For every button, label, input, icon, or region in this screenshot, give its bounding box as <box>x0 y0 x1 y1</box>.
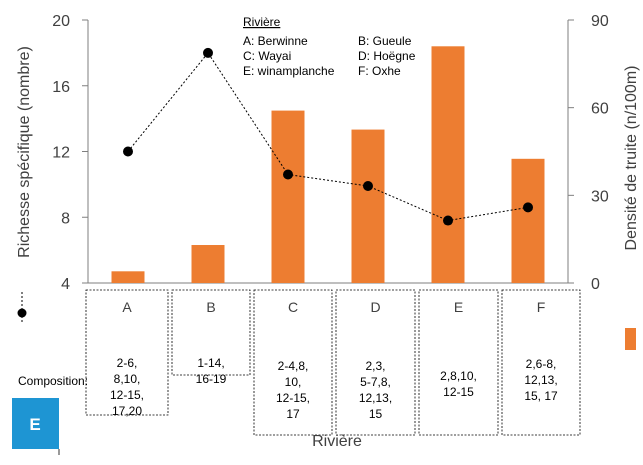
left-tick-label: 12 <box>52 145 70 162</box>
right-tick-label: 30 <box>591 188 609 205</box>
bar-e <box>431 46 465 283</box>
legend-title: Rivière <box>243 15 281 29</box>
line-point-e <box>443 215 453 226</box>
composition-b: 1-14, 16-19 <box>196 356 227 386</box>
line-point-c <box>283 169 293 180</box>
bar-f <box>511 158 545 283</box>
line-point-a <box>123 146 133 157</box>
left-axis-legend-marker <box>17 308 27 318</box>
right-axis-legend-marker <box>625 328 636 350</box>
right-tick-label: 60 <box>591 101 609 118</box>
bar-a <box>111 271 145 283</box>
legend-entry-b: B: Gueule <box>358 34 412 48</box>
bar-series <box>111 46 545 283</box>
category-label-e: E <box>454 299 463 315</box>
composition-f: 2,6-8, 12,13, 15, 17 <box>524 357 558 403</box>
category-box-d <box>335 289 416 436</box>
composition-label: Composition: <box>18 374 88 388</box>
legend-entry-c: C: Wayai <box>243 49 291 63</box>
category-box-b <box>171 289 251 376</box>
line-point-b <box>203 47 213 58</box>
line-series <box>123 47 533 226</box>
line-path <box>127 52 529 222</box>
left-axis-title-group: Richesse spécifique (nombre) <box>16 46 33 322</box>
right-axis-title-group: Densité de truite (n/100m) <box>623 66 640 350</box>
left-tick-label: 20 <box>52 13 70 30</box>
plot-frame <box>87 20 569 284</box>
left-tick-label: 4 <box>61 276 70 293</box>
composition-a: 2-6, 8,10, 12-15, 17,20 <box>110 356 144 418</box>
panel-badge-background <box>12 398 59 449</box>
right-tick-label: 90 <box>591 13 609 30</box>
legend: Rivière A: Berwinne B: Gueule C: Wayai D… <box>243 15 416 78</box>
left-tick-label: 8 <box>61 210 70 227</box>
category-box-a <box>85 289 169 416</box>
legend-entry-a: A: Berwinne <box>243 34 308 48</box>
category-label-d: D <box>370 299 380 315</box>
category-box-e <box>418 289 499 436</box>
category-label-f: F <box>537 299 546 315</box>
panel-badge: E <box>12 398 60 455</box>
category-label-c: C <box>288 299 298 315</box>
legend-entry-f: F: Oxhe <box>358 64 401 78</box>
line-point-d <box>363 181 373 192</box>
composition-d: 2,3, 5-7,8, 12,13, 15 <box>359 359 392 421</box>
x-axis-title: Rivière <box>312 433 362 450</box>
right-axis-ticks: 0 30 60 90 <box>568 13 609 293</box>
bar-c <box>271 110 305 283</box>
composition-c: 2-4,8, 10, 12-15, 17 <box>276 359 310 421</box>
legend-entry-d: D: Hoëgne <box>358 49 416 63</box>
category-box-c <box>253 289 333 436</box>
composition-e: 2,8,10, 12-15 <box>440 369 477 399</box>
bar-d <box>351 129 385 283</box>
category-label-a: A <box>122 299 132 315</box>
right-tick-label: 0 <box>591 276 600 293</box>
category-boxes: A 2-6, 8,10, 12-15, 17,20 B 1-14, 16-19 C 2-4,8, 1… <box>85 289 581 436</box>
category-box-f <box>501 289 581 436</box>
line-point-f <box>523 202 533 213</box>
bar-b <box>191 245 225 283</box>
panel-letter: E <box>29 415 40 434</box>
left-axis-title: Richesse spécifique (nombre) <box>16 46 33 258</box>
category-label-b: B <box>206 299 215 315</box>
left-tick-label: 16 <box>52 79 70 96</box>
left-axis-ticks: 4 8 12 16 20 <box>52 13 88 293</box>
right-axis-title: Densité de truite (n/100m) <box>623 66 640 251</box>
legend-entry-e: E: winamplanche <box>243 64 335 78</box>
